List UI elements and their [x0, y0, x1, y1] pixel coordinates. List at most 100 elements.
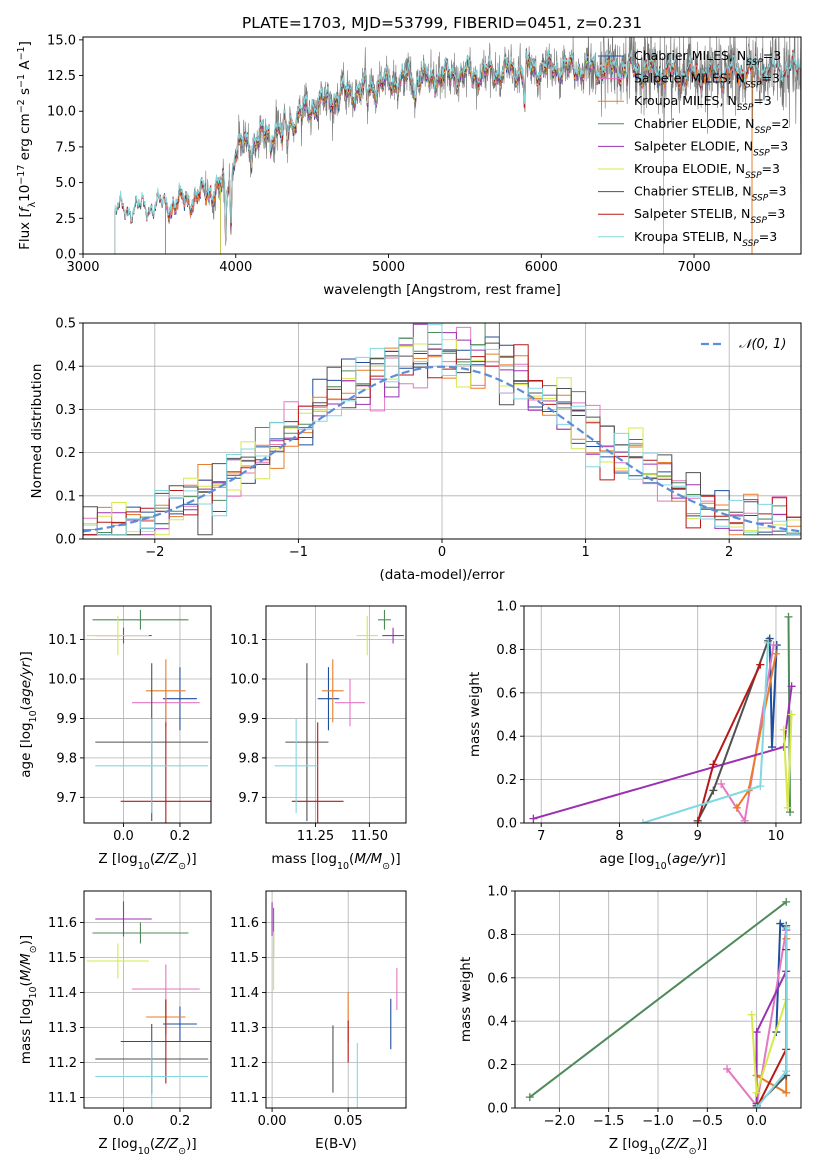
y-tick-label: 0.5	[55, 317, 76, 332]
x-axis-label: age [log10(age/yr)]	[599, 851, 725, 872]
legend-label: Kroupa STELIB, N	[634, 229, 742, 244]
x-tick-label: −2.0	[544, 1114, 576, 1129]
label-part: mass [log	[271, 851, 337, 867]
legend-sub: SSP	[742, 239, 759, 249]
weight-marker	[779, 725, 788, 734]
label-part: age [log	[18, 722, 34, 777]
axes-frame	[82, 36, 802, 255]
legend-entry: Salpeter STELIB, NSSP=3	[634, 206, 785, 226]
legend-label: Chabrier MILES, N	[634, 48, 746, 63]
label-part: Flux [	[17, 212, 33, 250]
weight-line	[529, 901, 787, 1098]
legend-tail: =3	[759, 229, 777, 244]
y-tick-label: 0.6	[496, 686, 517, 701]
axes-frame	[83, 605, 212, 824]
y-tick-label: 11.4	[48, 986, 77, 1001]
legend-sub: SSP	[753, 148, 770, 158]
y-tick-label: 7.5	[55, 140, 76, 155]
label-part: Z [log	[98, 1136, 137, 1152]
x-tick-label: −0.5	[692, 1114, 724, 1129]
plot-area	[524, 606, 801, 823]
residual-histogram	[83, 324, 801, 536]
label-part: (	[667, 851, 672, 867]
x-tick-label: 0.2	[170, 1114, 191, 1129]
label-part: )]	[18, 651, 34, 662]
legend-sub: SSP	[746, 58, 763, 68]
legend-entry: Kroupa MILES, NSSP=3	[634, 93, 772, 113]
x-axis-label: Z [log10(Z/Z⊙)]	[98, 851, 196, 872]
label-part: Z/Z	[665, 1136, 690, 1152]
legend-entry: 𝒩(0, 1)	[739, 337, 786, 352]
label-part: (	[349, 851, 354, 867]
weight-marker	[693, 819, 702, 823]
x-tick-label: 8	[615, 829, 623, 844]
axes-frame	[83, 890, 212, 1109]
label-part: )]	[697, 1136, 708, 1152]
label-part: Z [log	[609, 1136, 648, 1152]
grid-lines	[84, 891, 211, 1108]
weight-marker	[776, 919, 785, 928]
y-axis-label: mass weight	[467, 672, 483, 757]
x-tick-label: 10	[768, 829, 785, 844]
weight-marker	[752, 1088, 761, 1097]
weight-marker	[787, 710, 796, 719]
weight-marker	[782, 923, 791, 932]
spectrum-panel: 3000 4000 5000 6000 7000 0.0 2.5 5.0 7.5 10.0 12.5…	[16, 14, 802, 298]
x-tick-label: 5000	[372, 260, 405, 275]
label-part: Z/Z	[154, 851, 179, 867]
label-part: ⊙	[689, 1146, 697, 1157]
weight-marker	[782, 1067, 791, 1076]
x-tick-label: 7000	[678, 260, 711, 275]
gaussian-curve	[83, 365, 801, 533]
x-tick-label: 0.00	[258, 1114, 287, 1129]
y-tick-label: 9.8	[238, 751, 259, 766]
model-spectrum-line	[114, 49, 801, 254]
weight-marker	[752, 1028, 761, 1037]
label-part: age/yr	[672, 851, 717, 867]
y-tick-label: 0.1	[55, 489, 76, 504]
weight-marker	[723, 1064, 732, 1073]
mass-vs-ebv-panel: 0.00 0.05 11.1 11.2 11.3 11.4 11.5 11.6 E(B-V)	[230, 890, 407, 1152]
y-tick-label: 10.0	[48, 672, 77, 687]
x-tick-label: −1.0	[642, 1114, 674, 1129]
legend-entry: Kroupa ELODIE, NSSP=3	[634, 161, 780, 181]
legend-tail: =3	[767, 206, 785, 221]
label-part: −1	[16, 74, 27, 88]
legend-label: Chabrier STELIB, N	[634, 184, 752, 199]
plot-area	[266, 891, 406, 1108]
mass-vs-metallicity-panel: 0.0 0.211.111.211.311.411.511.6Z [log10(Z…	[18, 890, 212, 1157]
y-tick-label: 0.8	[487, 928, 508, 943]
label-part: Z/Z	[154, 1136, 179, 1152]
grid-lines	[266, 891, 406, 1108]
legend-tail: =3	[762, 161, 780, 176]
legend-entry: Salpeter MILES, NSSP=3	[634, 71, 780, 91]
grid-lines	[515, 891, 801, 1108]
y-tick-label: 9.8	[56, 751, 77, 766]
label-part: s	[17, 88, 33, 99]
legend-entry: Salpeter ELODIE, NSSP=3	[634, 138, 788, 158]
plot-area	[515, 891, 801, 1108]
label-part: ⊙	[178, 1146, 186, 1157]
weight-marker	[782, 897, 791, 906]
label-part: )]	[18, 935, 34, 946]
legend-sub: SSP	[745, 171, 762, 181]
weight-marker	[769, 641, 778, 650]
x-tick-label: 7	[537, 829, 545, 844]
y-tick-label: 10.0	[230, 672, 259, 687]
weight-marker	[756, 660, 765, 669]
y-tick-label: 1.0	[487, 885, 508, 900]
x-tick-label: 0.0	[113, 1114, 134, 1129]
label-part: 10	[337, 861, 349, 872]
x-axis-label: mass [log10(M/M⊙)]	[271, 851, 400, 872]
y-tick-label: 0.2	[55, 446, 76, 461]
weight-marker	[756, 782, 765, 791]
axes-frame	[265, 890, 407, 1109]
label-part: )]	[390, 851, 401, 867]
axes-frame	[523, 605, 802, 824]
plot-area	[83, 323, 801, 539]
label-part: erg cm	[17, 113, 33, 164]
y-axis-label: mass [log10(M/M⊙)]	[18, 935, 39, 1064]
legend-label: Salpeter STELIB, N	[634, 206, 750, 221]
legend-tail: =3	[763, 48, 781, 63]
